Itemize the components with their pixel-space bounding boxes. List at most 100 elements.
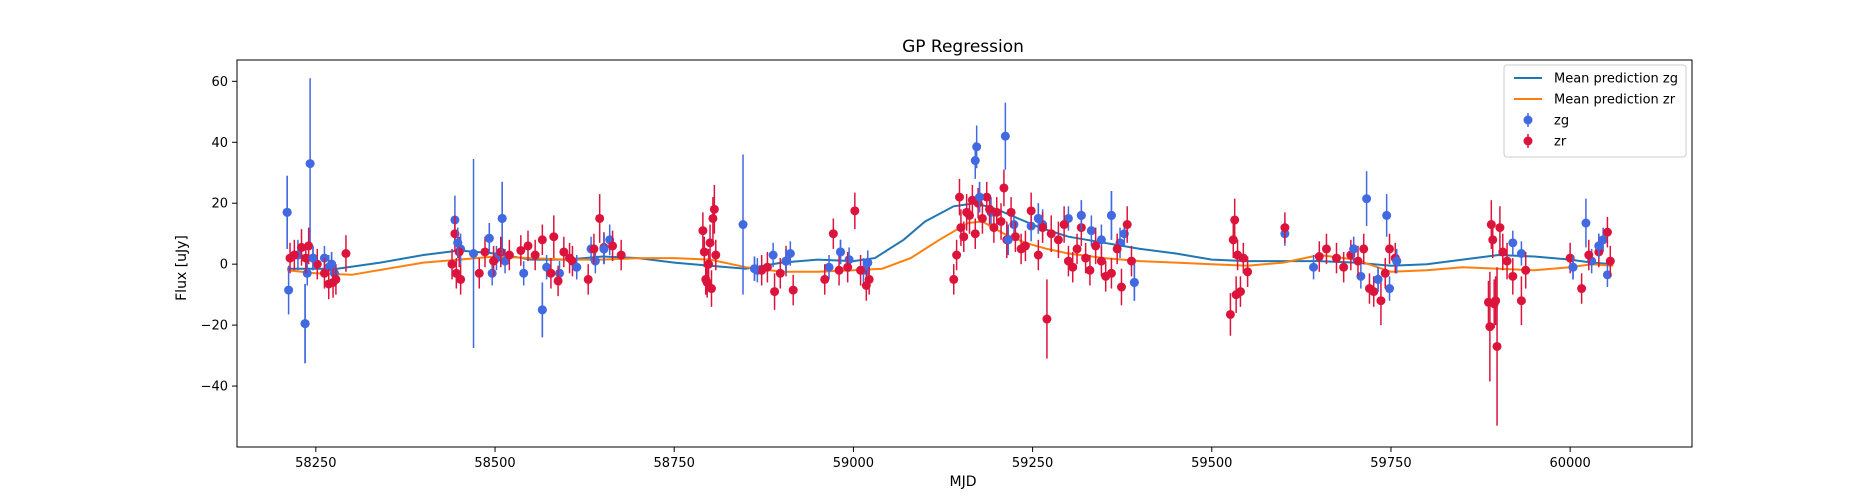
- data-point: [1003, 235, 1013, 245]
- data-point: [595, 213, 605, 223]
- data-point: [959, 232, 969, 242]
- data-point: [1488, 235, 1498, 245]
- data-point: [1059, 220, 1069, 230]
- data-point: [834, 265, 844, 275]
- data-point: [1076, 210, 1086, 220]
- legend-label: zr: [1554, 135, 1567, 150]
- y-tick-label: −40: [201, 380, 228, 395]
- x-tick-label: 59500: [1191, 456, 1232, 471]
- x-tick-label: 59750: [1370, 456, 1411, 471]
- data-point: [1238, 253, 1248, 263]
- data-point: [1086, 226, 1096, 236]
- data-point: [824, 262, 834, 272]
- data-point: [305, 159, 315, 169]
- data-point: [1486, 220, 1496, 230]
- data-point: [1380, 268, 1390, 278]
- data-point: [698, 226, 708, 236]
- data-point: [996, 217, 1006, 227]
- data-point: [589, 244, 599, 254]
- data-point: [844, 255, 854, 265]
- data-point: [1359, 244, 1369, 254]
- data-point: [297, 242, 307, 252]
- series-zg-points: [282, 78, 1612, 364]
- legend-marker-swatch: [1523, 136, 1533, 146]
- data-point: [1581, 218, 1591, 228]
- data-point: [1072, 244, 1082, 254]
- data-point: [1096, 256, 1106, 266]
- data-point: [850, 206, 860, 216]
- data-point: [975, 192, 985, 202]
- data-point: [1033, 213, 1043, 223]
- data-point: [1081, 253, 1091, 263]
- data-point: [1127, 256, 1137, 266]
- legend-label: Mean prediction zg: [1554, 72, 1678, 87]
- data-point: [308, 253, 318, 263]
- data-point: [599, 244, 609, 254]
- data-point: [341, 249, 351, 258]
- data-point: [1492, 341, 1502, 351]
- data-point: [781, 256, 791, 266]
- data-point: [1091, 241, 1101, 251]
- data-point: [1521, 265, 1531, 275]
- legend-box: [1503, 64, 1687, 158]
- y-tick-label: 60: [211, 75, 228, 90]
- series-zg-points: [282, 175, 1604, 364]
- y-axis-label: Flux [uJy]: [174, 235, 190, 301]
- data-point: [1382, 210, 1392, 220]
- data-point: [1392, 256, 1402, 266]
- data-point: [1006, 207, 1016, 217]
- data-point: [559, 247, 569, 257]
- data-point: [327, 259, 337, 269]
- data-point: [537, 305, 547, 315]
- data-point: [1243, 267, 1253, 277]
- data-point: [972, 142, 982, 152]
- data-point: [1353, 256, 1363, 266]
- data-point: [1000, 131, 1010, 141]
- data-point: [282, 207, 292, 217]
- data-point: [555, 268, 565, 278]
- data-point: [1362, 194, 1372, 204]
- data-point: [590, 256, 600, 266]
- data-point: [954, 192, 964, 202]
- data-point: [970, 156, 980, 166]
- data-point: [523, 241, 533, 251]
- data-point: [1577, 284, 1587, 294]
- data-point: [572, 262, 582, 272]
- data-point: [496, 247, 506, 257]
- data-point: [497, 213, 507, 223]
- data-point: [1235, 287, 1245, 297]
- data-point: [549, 232, 559, 242]
- data-point: [1605, 256, 1615, 266]
- data-point: [864, 274, 874, 284]
- data-point: [738, 220, 748, 230]
- data-point: [489, 256, 499, 266]
- data-point: [1385, 244, 1395, 254]
- data-point: [856, 265, 866, 275]
- data-point: [1106, 268, 1116, 278]
- data-point: [709, 204, 719, 214]
- data-point: [304, 241, 314, 251]
- data-point: [1502, 256, 1512, 266]
- data-point: [1321, 244, 1331, 254]
- data-point: [1112, 244, 1122, 254]
- data-point: [711, 250, 721, 260]
- data-point: [1026, 206, 1036, 216]
- data-point: [706, 284, 716, 294]
- data-point: [836, 247, 846, 257]
- data-point: [949, 274, 959, 284]
- data-point: [1373, 274, 1383, 284]
- data-point: [1376, 296, 1386, 306]
- x-tick-label: 59000: [833, 456, 874, 471]
- data-point: [992, 207, 1002, 217]
- data-point: [1038, 223, 1048, 233]
- data-point: [583, 274, 593, 284]
- data-point: [1046, 229, 1056, 239]
- data-point: [300, 319, 310, 329]
- legend-label: Mean prediction zr: [1554, 93, 1676, 108]
- data-point: [1495, 223, 1505, 233]
- data-point: [952, 250, 962, 260]
- legend: Mean prediction zg Mean prediction zr zg zr: [1503, 64, 1687, 158]
- data-point: [553, 276, 563, 286]
- data-point: [284, 285, 294, 295]
